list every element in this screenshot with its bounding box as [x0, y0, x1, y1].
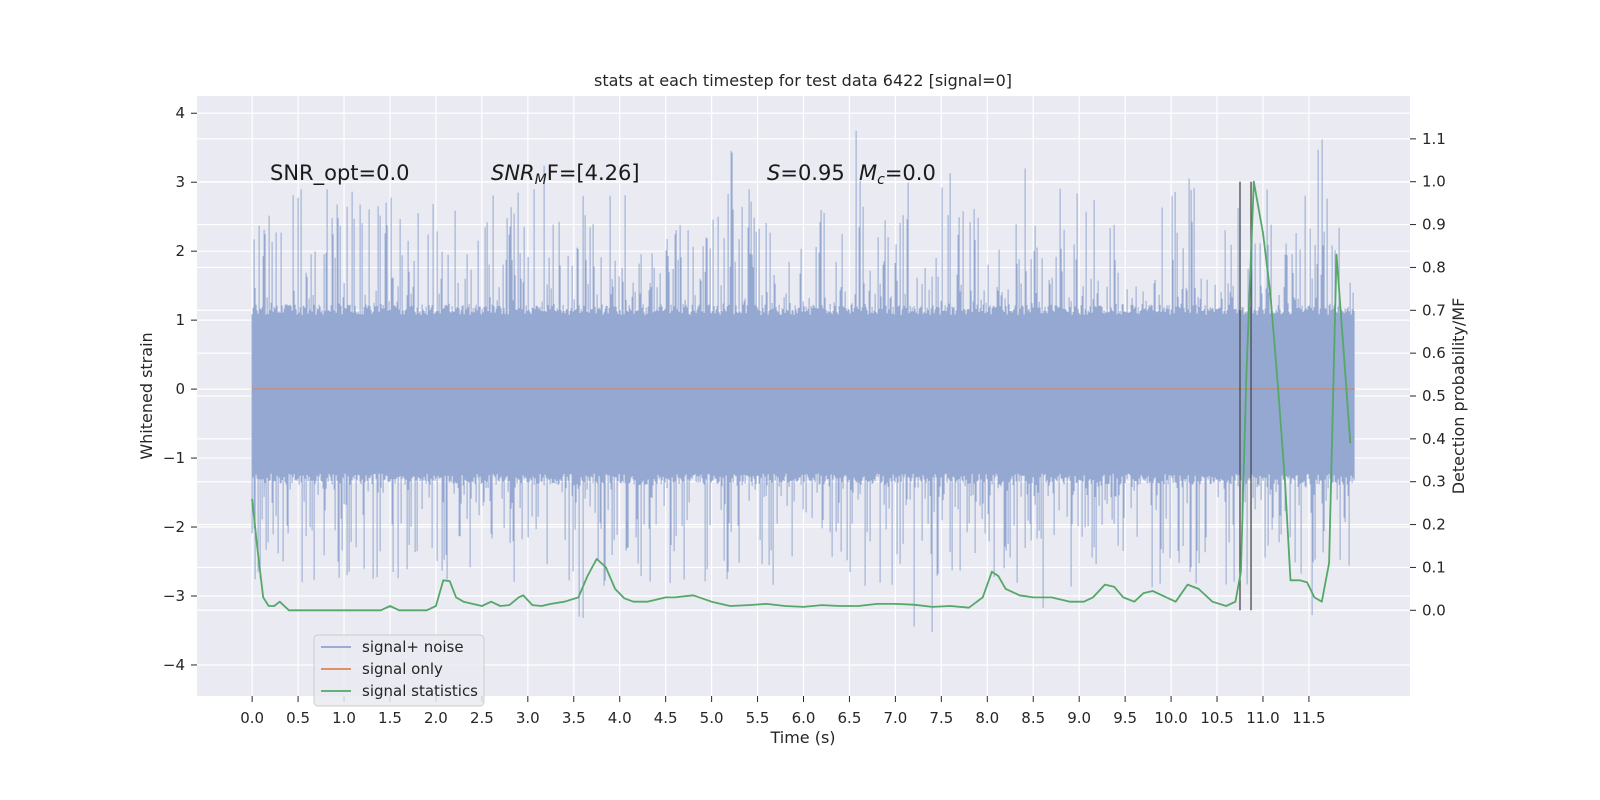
x-tick-label: 6.0 [792, 709, 816, 727]
x-tick-label: 3.5 [562, 709, 586, 727]
x-tick-label: 1.5 [378, 709, 402, 727]
y-tick-label: 1 [175, 311, 185, 329]
y2-tick-label: 0.7 [1422, 301, 1446, 319]
x-tick-label: 11.5 [1292, 709, 1325, 727]
x-tick-label: 7.0 [883, 709, 907, 727]
annotation-mc-value: =0.0 [885, 161, 936, 185]
y-axis-label: Whitened strain [137, 332, 156, 459]
annotation-s: S=0.95 [767, 161, 845, 185]
x-axis-label: Time (s) [769, 728, 835, 747]
y2-tick-label: 0.0 [1422, 601, 1446, 619]
x-tick-label: 4.0 [608, 709, 632, 727]
x-tick-label: 7.5 [929, 709, 953, 727]
y-tick-label: 0 [175, 380, 185, 398]
x-tick-label: 5.5 [746, 709, 770, 727]
annotation-mc-sub: c [877, 172, 885, 188]
annotation-s-value: =0.95 [780, 161, 844, 185]
legend-label-signal-statistics: signal statistics [362, 682, 478, 700]
annotation-mc-main: M [859, 161, 877, 185]
x-tick-label: 0.5 [286, 709, 310, 727]
annotation-snr-opt: SNR_opt=0.0 [270, 161, 410, 186]
y2-tick-label: 0.9 [1422, 216, 1446, 234]
y2-tick-label: 0.3 [1422, 473, 1446, 491]
legend-label-signal-only: signal only [362, 660, 443, 678]
y-tick-label: 2 [175, 242, 185, 260]
x-tick-label: 3.0 [516, 709, 540, 727]
chart-title: stats at each timestep for test data 642… [594, 71, 1012, 90]
y-tick-label: 3 [175, 173, 185, 191]
series-layer [251, 180, 1355, 612]
x-tick-label: 4.5 [654, 709, 678, 727]
annotation-snr-mf: SNRMF=[4.26] [491, 161, 640, 188]
annotation-snr-mf-tail: F=[4.26] [547, 161, 640, 185]
annotation-mc: Mc=0.0 [859, 161, 936, 188]
x-tick-label: 11.0 [1246, 709, 1279, 727]
y-tick-label: −4 [163, 656, 185, 674]
y2-tick-label: 1.0 [1422, 173, 1446, 191]
x-tick-label: 9.5 [1113, 709, 1137, 727]
y-tick-label: 4 [175, 104, 185, 122]
y2-axis-label: Detection probability/MF [1449, 298, 1468, 495]
y-tick-label: −3 [163, 587, 185, 605]
y-tick-label: −2 [163, 518, 185, 536]
x-tick-label: 2.5 [470, 709, 494, 727]
annotation-s-label: S [767, 161, 780, 185]
legend-label-signal-plus-noise: signal+ noise [362, 638, 464, 656]
series-signal-statistics [251, 180, 1352, 612]
x-tick-label: 8.5 [1021, 709, 1045, 727]
x-tick-label: 10.5 [1200, 709, 1233, 727]
y2-tick-label: 0.5 [1422, 387, 1446, 405]
x-tick-label: 9.0 [1067, 709, 1091, 727]
y2-tick-label: 0.4 [1422, 430, 1446, 448]
legend: signal+ noise signal only signal statist… [313, 634, 485, 707]
y-tick-label: −1 [163, 449, 185, 467]
x-tick-label: 8.0 [975, 709, 999, 727]
annotation-snr-mf-main: SNR [491, 161, 535, 185]
y2-tick-label: 1.1 [1422, 130, 1446, 148]
x-tick-label: 1.0 [332, 709, 356, 727]
axis-ticks: 0.0 0.5 1.0 1.5 2.0 2.5 3.0 3.5 4.0 4.5 5.0 5.5 6.0 6… [163, 104, 1446, 727]
legend-box [313, 634, 485, 707]
x-tick-label: 6.5 [838, 709, 862, 727]
x-tick-label: 5.0 [700, 709, 724, 727]
y2-tick-label: 0.6 [1422, 344, 1446, 362]
y2-tick-label: 0.1 [1422, 558, 1446, 576]
annotation-snr-mf-sub: M [535, 172, 547, 188]
x-tick-label: 0.0 [240, 709, 264, 727]
y2-tick-label: 0.2 [1422, 516, 1446, 534]
x-tick-label: 2.0 [424, 709, 448, 727]
y2-tick-label: 0.8 [1422, 258, 1446, 276]
x-tick-label: 10.0 [1154, 709, 1187, 727]
